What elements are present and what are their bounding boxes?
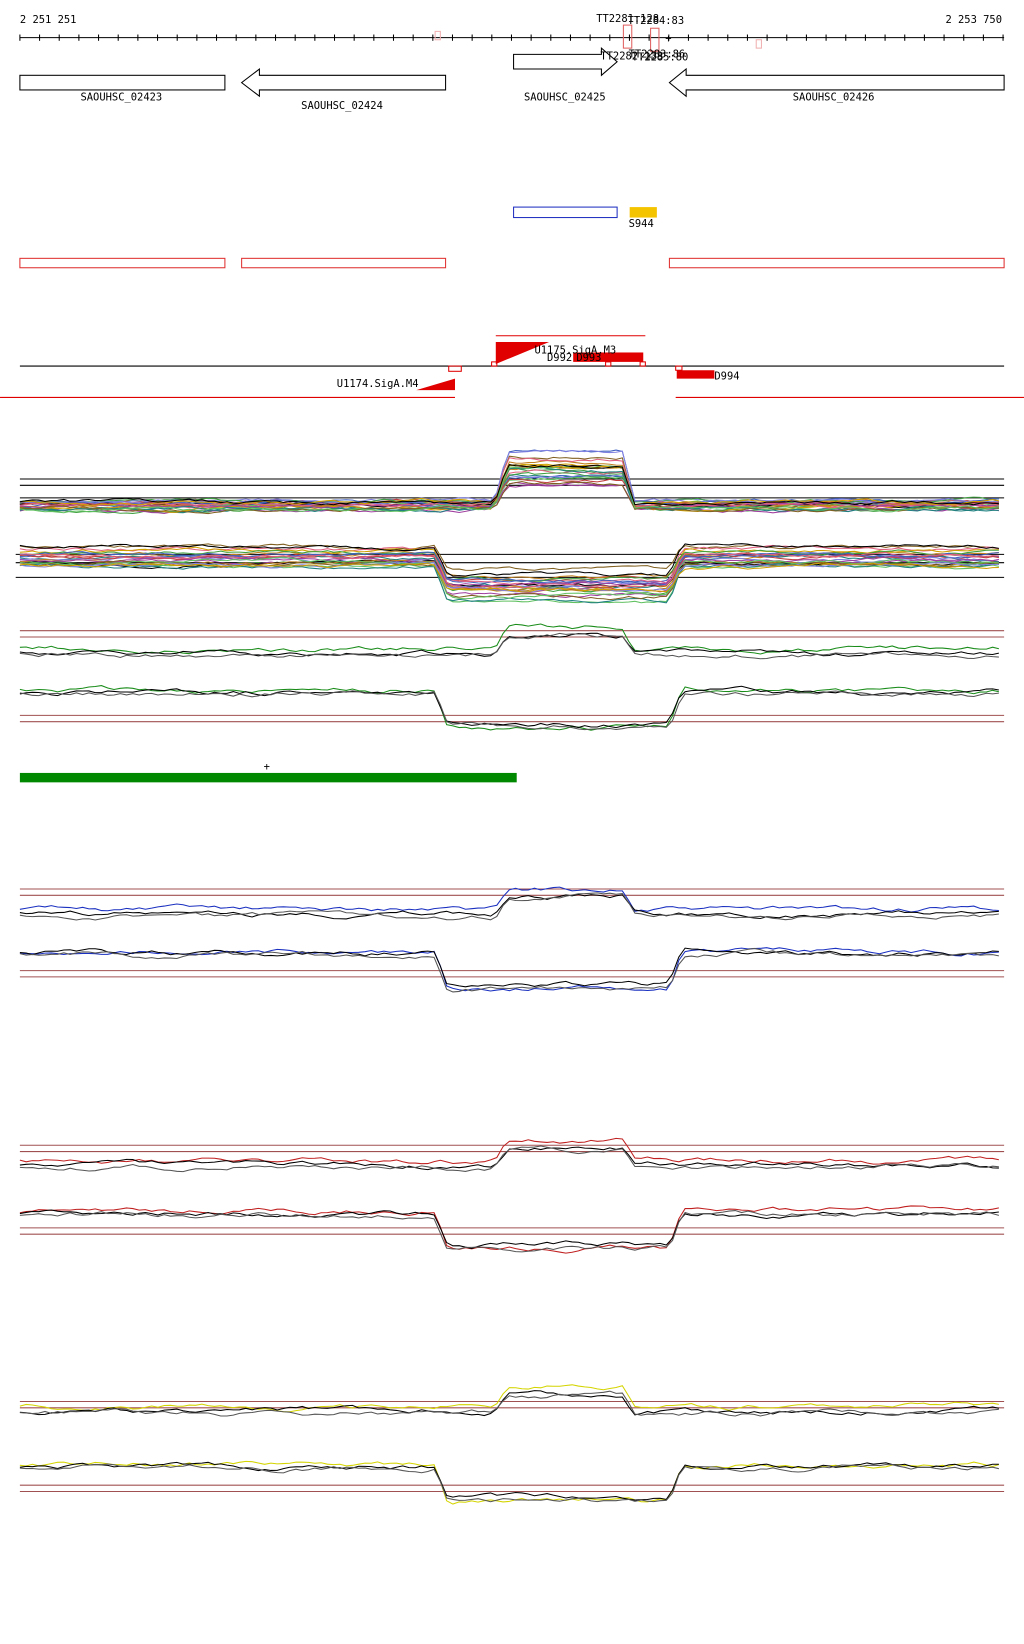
deletion-label: D993 <box>576 352 601 364</box>
expression-trace <box>19 1209 999 1249</box>
expression-trace <box>19 449 999 506</box>
gene <box>19 74 226 91</box>
expression-trace <box>19 632 999 657</box>
expression-trace <box>19 1463 999 1503</box>
expression-trace <box>19 544 999 585</box>
gene <box>668 67 1005 98</box>
transcript <box>668 257 1005 269</box>
terminator-label: TT2282:133 <box>600 51 663 63</box>
expression-trace <box>19 1146 999 1171</box>
expression-trace <box>19 1205 999 1254</box>
expression-trace <box>19 543 999 571</box>
terminator-label: TT2285:80 <box>632 52 689 64</box>
expression-trace <box>19 1460 1000 1505</box>
deletion-label: D994 <box>714 371 739 383</box>
expression-trace <box>19 549 999 582</box>
segment-label: S944 <box>629 218 654 230</box>
terminator-label: TT2283:86 <box>629 49 686 61</box>
gene-label: SAOUHSC_02426 <box>793 91 875 103</box>
expression-trace <box>19 685 999 729</box>
expression-trace <box>19 562 999 593</box>
segment <box>513 206 618 219</box>
expression-trace <box>19 465 999 514</box>
deletion-label: D992 <box>547 352 572 364</box>
gene-label: SAOUHSC_02423 <box>80 91 162 103</box>
expression-trace <box>19 1145 999 1173</box>
expression-trace <box>19 1390 999 1417</box>
expression-trace <box>19 481 999 515</box>
ruler <box>19 34 1005 41</box>
terminator <box>622 24 633 49</box>
expression-trace <box>19 886 999 913</box>
expression-trace <box>19 632 999 660</box>
expression-trace <box>19 457 999 509</box>
expression-trace <box>19 464 999 506</box>
site <box>605 361 612 367</box>
expression-trace <box>19 543 999 577</box>
traces <box>15 449 1005 1505</box>
transcript <box>241 257 447 269</box>
ruler-start: 2 251 251 <box>20 14 77 26</box>
expression-trace <box>19 690 999 731</box>
terminator-label: TT2281:128 <box>596 13 659 25</box>
gene-label: SAOUHSC_02424 <box>301 100 383 112</box>
expression-trace <box>19 947 999 988</box>
expression-trace <box>19 947 999 993</box>
expression-trace <box>19 1210 1000 1253</box>
promoter-label: U1175.SigA.M3 <box>534 345 616 357</box>
transcript <box>19 257 226 269</box>
ruler-end: 2 253 750 <box>945 14 1002 26</box>
gene-label: SAOUHSC_02425 <box>524 91 606 103</box>
terminator <box>755 39 762 49</box>
segment <box>629 207 657 218</box>
expression-trace <box>19 892 999 921</box>
expression-trace <box>19 685 999 731</box>
terminator-label: TT2284:83 <box>628 15 685 27</box>
marker: + <box>264 761 270 773</box>
expression-trace <box>19 893 999 920</box>
site <box>639 361 646 367</box>
gene <box>513 46 618 77</box>
site <box>448 365 462 372</box>
expression-trace <box>19 551 999 586</box>
expression-trace <box>19 558 999 598</box>
expression-trace <box>19 1137 999 1165</box>
expression-trace <box>19 623 1000 655</box>
deletion <box>573 352 644 362</box>
expression-trace <box>19 551 999 589</box>
promoter <box>416 378 455 391</box>
expression-trace <box>19 1384 999 1413</box>
site <box>675 365 683 371</box>
terminator <box>434 30 441 41</box>
marker: + <box>665 33 671 45</box>
gene <box>240 67 447 98</box>
terminator <box>650 27 660 52</box>
expression-trace <box>19 556 999 600</box>
site <box>491 361 498 367</box>
expression-trace <box>19 562 999 604</box>
expression-trace <box>19 1461 999 1501</box>
coverage-bar <box>19 772 517 783</box>
expression-trace <box>19 1390 999 1417</box>
promoter-label: U1174.SigA.M4 <box>337 378 419 390</box>
expression-trace <box>19 561 999 593</box>
deletion <box>676 370 715 379</box>
